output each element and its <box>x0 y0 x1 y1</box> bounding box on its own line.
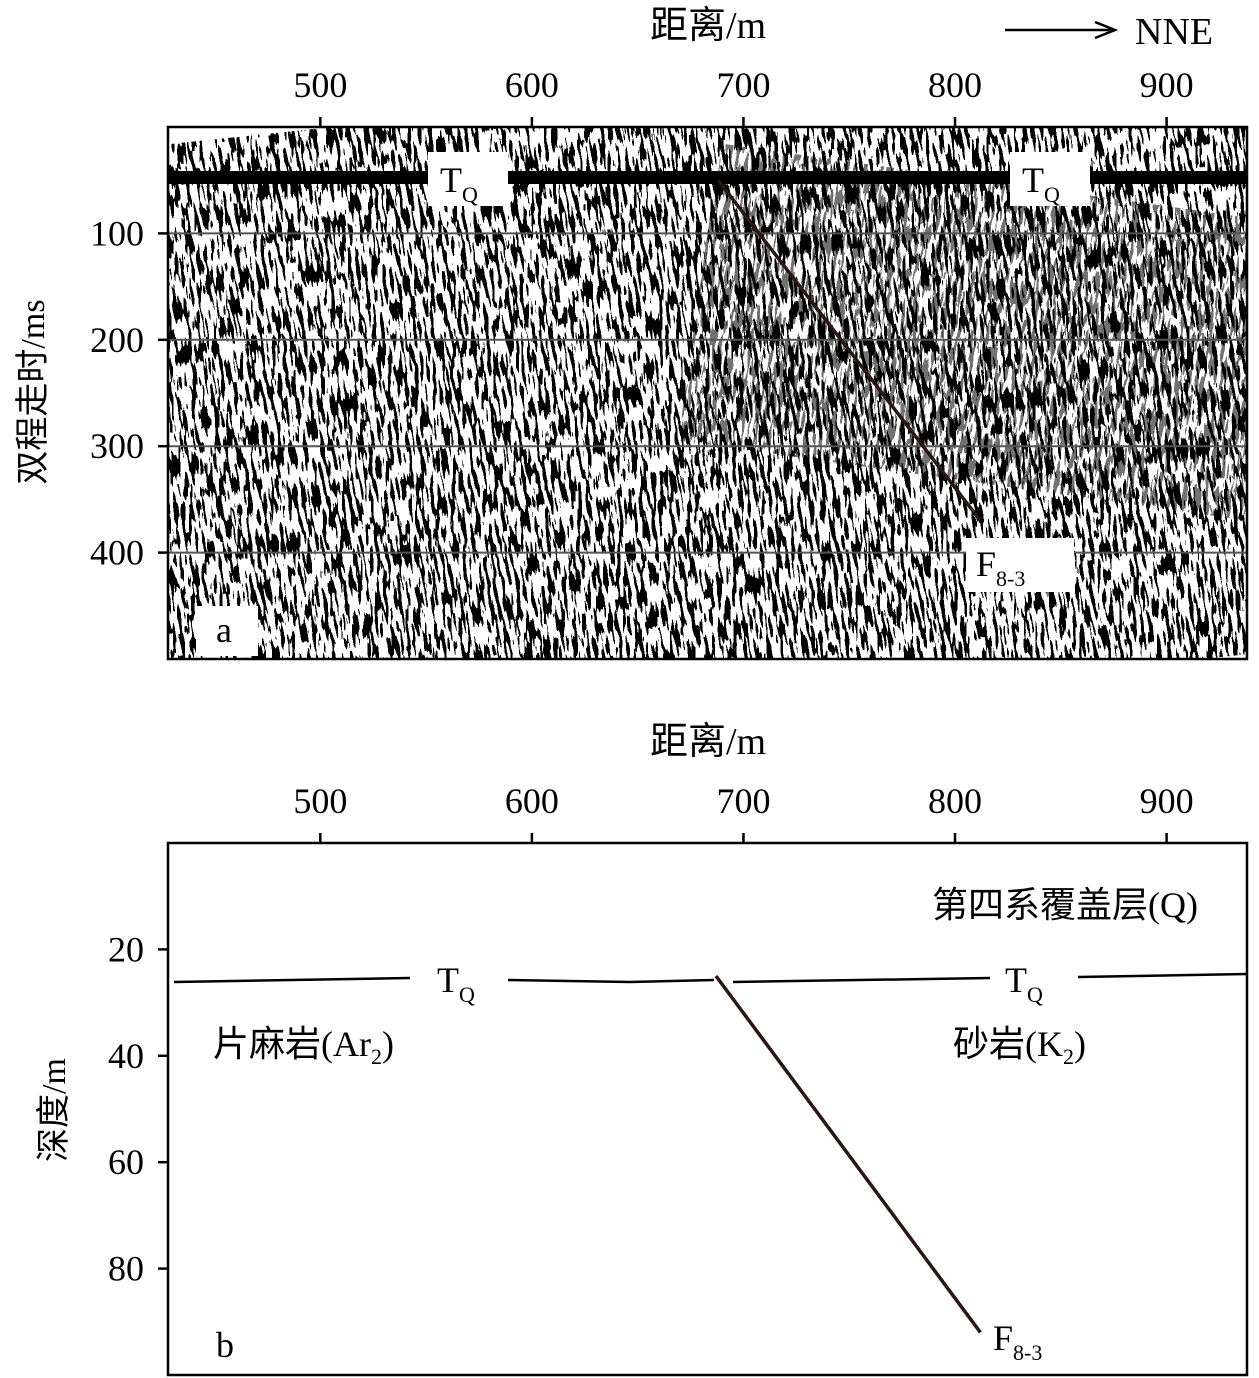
tq-label-box-left <box>428 152 508 206</box>
y-tick-label: 60 <box>108 1142 144 1182</box>
panel-b-x-axis-title: 距离/m <box>650 721 766 763</box>
x-tick-label: 600 <box>505 65 559 105</box>
tq-horizon-line-b-right <box>732 976 991 984</box>
direction-label: NNE <box>1135 11 1213 53</box>
panel-a-label-box <box>196 606 258 656</box>
x-tick-label: 600 <box>505 781 559 821</box>
x-tick-label: 500 <box>293 781 347 821</box>
panel-b-frame <box>166 841 1249 1377</box>
f83-label-a: F8-3 <box>976 544 1025 591</box>
panel-b-label: b <box>216 1325 234 1365</box>
x-tick-label: 800 <box>928 781 982 821</box>
panel-a-label: a <box>216 610 232 650</box>
panel-a-x-axis-title: 距离/m <box>650 5 766 47</box>
y-tick-label: 400 <box>90 533 144 573</box>
tq-label-right: TQ <box>1022 160 1060 207</box>
panel-b: 距离/m TQ TQ F8-3 b 第四系覆盖层(Q) 片麻岩(Ar2) 砂岩(… <box>35 721 1249 1377</box>
tq-horizon-line-b-far <box>1077 972 1248 979</box>
f83-label-box-a <box>966 538 1074 592</box>
y-tick-label: 20 <box>108 929 144 969</box>
y-tick-label: 200 <box>90 320 144 360</box>
y-tick-label: 100 <box>90 213 144 253</box>
panel-a: NNE 距离/m TQ TQ F8-3 a 双程走时/ms 500 600 700 8… <box>15 5 1249 661</box>
direction-arrow-icon <box>1005 20 1119 40</box>
x-tick-label: 700 <box>716 65 770 105</box>
panel-a-y-axis-title: 双程走时/ms <box>15 299 52 484</box>
fault-f83-line-b <box>714 974 982 1334</box>
tq-label-b-left: TQ <box>437 960 475 1007</box>
tq-horizon-line-b-left <box>173 976 411 984</box>
tq-label-box-right <box>1010 152 1090 206</box>
x-tick-label: 900 <box>1140 781 1194 821</box>
y-tick-label: 300 <box>90 426 144 466</box>
x-tick-label: 500 <box>293 65 347 105</box>
x-tick-label: 800 <box>928 65 982 105</box>
gneiss-unit-label: 片麻岩(Ar2) <box>213 1024 394 1069</box>
sandstone-unit-label: 砂岩(K2) <box>953 1024 1086 1069</box>
y-tick-label: 80 <box>108 1249 144 1289</box>
x-tick-label: 700 <box>716 781 770 821</box>
tq-label-left: TQ <box>440 160 478 207</box>
tq-horizon-line-b-mid <box>507 978 715 984</box>
fault-f83-line-a <box>716 179 982 522</box>
cover-unit-label: 第四系覆盖层(Q) <box>932 885 1198 925</box>
tq-label-b-right: TQ <box>1005 960 1043 1007</box>
x-tick-label: 900 <box>1140 65 1194 105</box>
y-tick-label: 40 <box>108 1036 144 1076</box>
panel-b-y-axis-title: 深度/m <box>35 1058 73 1162</box>
f83-label-b: F8-3 <box>993 1318 1042 1365</box>
panel-a-frame <box>166 125 1249 661</box>
